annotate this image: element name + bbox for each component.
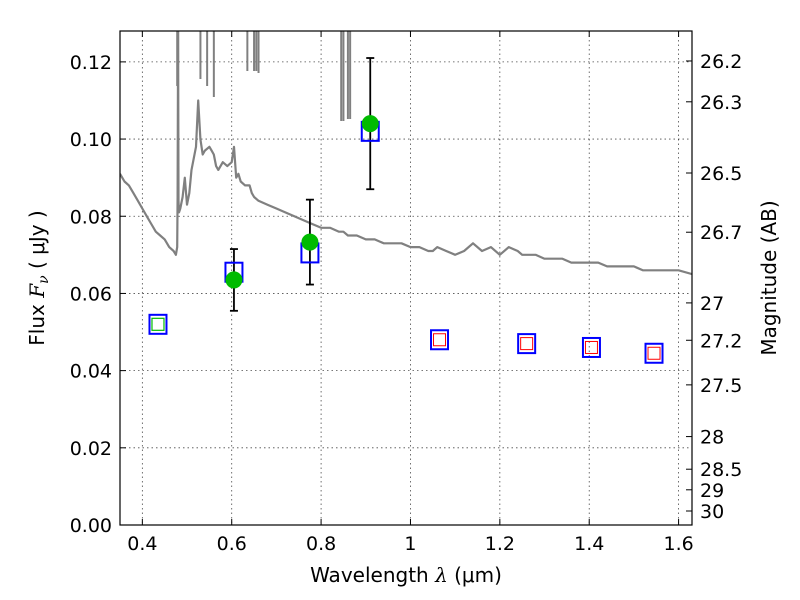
model-box: [148, 313, 168, 335]
x-tick-label: 1.2: [485, 533, 515, 555]
axis-ticks: 0.4 0.6 0.8 1 1.2 1.4 1.6 0.00 0.02 0.04 0.06 0.08 0…: [70, 31, 742, 555]
y2-tick-label: 27.5: [700, 375, 742, 397]
x-axis-title: Wavelength λ (μm): [310, 563, 502, 587]
y2-tick-label: 26.7: [700, 222, 742, 244]
upper-limit-box: [520, 337, 534, 351]
y2-tick-label: 26.3: [700, 92, 742, 114]
model-spectrum: [120, 31, 692, 276]
upper-limit-box: [647, 346, 661, 360]
model-box: [644, 342, 664, 364]
plot-frame: [119, 30, 693, 526]
observed-point: [361, 115, 379, 133]
x-tick-label: 0.6: [217, 533, 247, 555]
model-box: [581, 336, 601, 358]
x-tick-label: 1.4: [574, 533, 604, 555]
grid-lines: [120, 31, 692, 526]
x-tick-label: 0.8: [306, 533, 336, 555]
y2-tick-label: 30: [700, 501, 724, 523]
y-tick-label: 0.06: [70, 283, 112, 305]
y-tick-label: 0.12: [70, 52, 112, 74]
model-box: [430, 329, 450, 351]
x-tick-label: 1.6: [663, 533, 693, 555]
y-axis-title: Flux Fν ( μJy ): [25, 210, 52, 345]
model-box: [517, 333, 537, 355]
y2-tick-label: 27.2: [700, 330, 742, 352]
y2-tick-label: 28: [700, 427, 724, 449]
y-tick-label: 0.08: [70, 206, 112, 228]
observed-point: [225, 271, 243, 289]
x-tick-label: 0.4: [127, 533, 157, 555]
y-tick-label: 0.00: [70, 515, 112, 537]
upper-limit-box: [584, 340, 598, 354]
x-tick-label: 1: [404, 533, 416, 555]
y-tick-label: 0.04: [70, 361, 112, 383]
y-tick-label: 0.10: [70, 129, 112, 151]
observed-point: [301, 233, 319, 251]
y2-tick-label: 28.5: [700, 459, 742, 481]
y2-axis-title: Magnitude (AB): [757, 200, 781, 355]
sed-line: [120, 31, 692, 276]
y-tick-label: 0.02: [70, 438, 112, 460]
data-markers: [148, 57, 664, 364]
upper-limit-box: [433, 333, 447, 347]
green-box: [151, 317, 165, 331]
y2-tick-label: 26.5: [700, 163, 742, 185]
y2-tick-label: 29: [700, 480, 724, 502]
y2-tick-label: 27: [700, 293, 724, 315]
y2-tick-label: 26.2: [700, 51, 742, 73]
